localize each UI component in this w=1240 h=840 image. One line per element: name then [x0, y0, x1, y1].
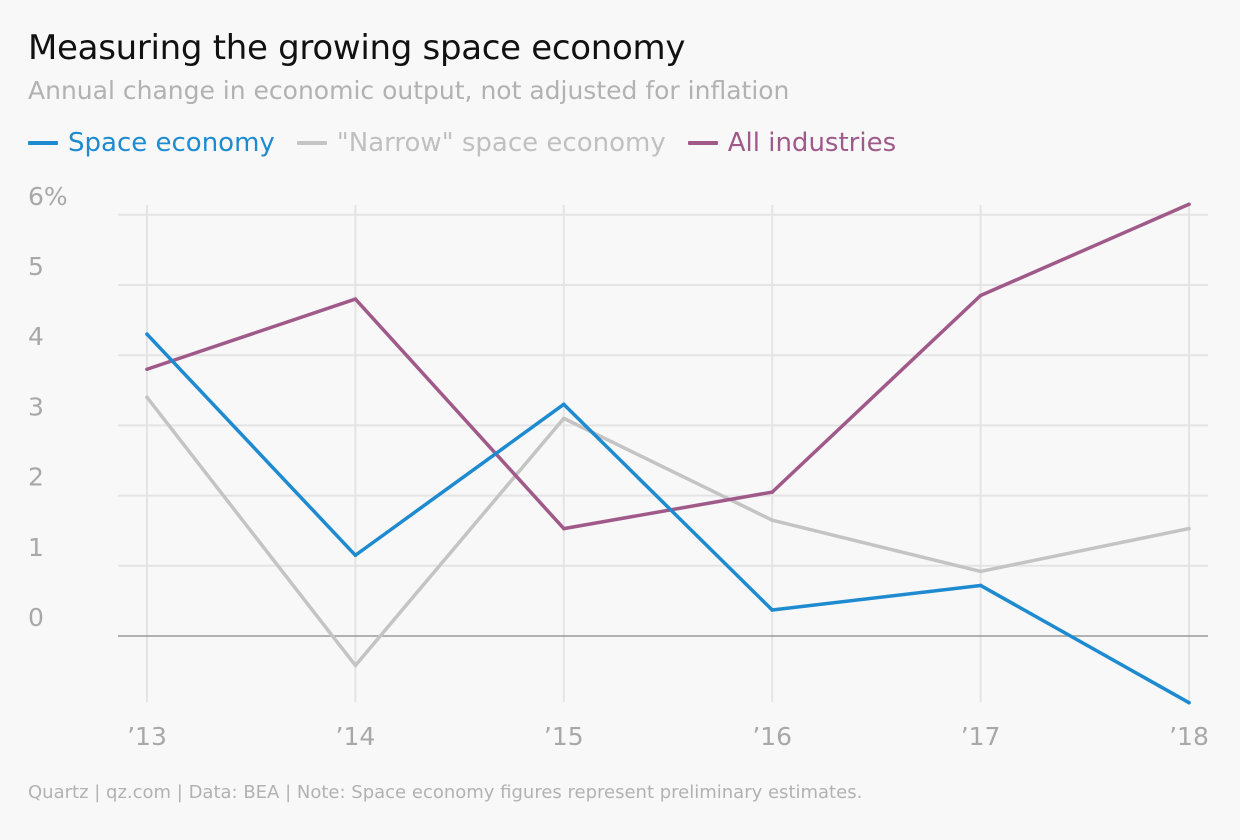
- source-footnote: Quartz | qz.com | Data: BEA | Note: Spac…: [28, 782, 863, 803]
- legend-swatch-all-industries: [687, 141, 718, 145]
- y-tick-label: 1: [28, 533, 44, 562]
- y-tick-label: 0: [28, 603, 44, 632]
- x-tick-label: ’16: [752, 722, 792, 751]
- legend-label-all-industries: All industries: [727, 128, 897, 158]
- data-point-all-industries: [562, 526, 566, 531]
- legend-item-narrow-space-economy: "Narrow" space economy: [296, 128, 666, 158]
- data-point-narrow-space-economy: [1187, 526, 1191, 531]
- x-tick-label: ’17: [961, 722, 1001, 751]
- legend-label-space-economy: Space economy: [68, 128, 275, 158]
- data-point-narrow-space-economy: [562, 416, 566, 421]
- data-point-all-industries: [1187, 202, 1191, 207]
- data-point-space-economy: [770, 608, 774, 612]
- y-tick-label: 4: [28, 322, 44, 351]
- grid-layer: [118, 205, 1208, 702]
- data-point-space-economy: [978, 583, 983, 588]
- data-point-space-economy: [353, 553, 358, 558]
- chart-subtitle: Annual change in economic output, not ad…: [28, 76, 790, 105]
- chart-title: Measuring the growing space economy: [28, 28, 686, 68]
- y-tick-label: 2: [28, 463, 44, 492]
- data-point-all-industries: [770, 490, 774, 494]
- data-point-narrow-space-economy: [353, 663, 358, 668]
- series-line-narrow-space-economy: [145, 395, 1191, 668]
- data-point-all-industries: [145, 367, 149, 372]
- y-tick-label: 5: [28, 252, 44, 281]
- data-point-space-economy: [562, 402, 566, 407]
- data-point-narrow-space-economy: [145, 395, 149, 400]
- data-point-all-industries: [978, 293, 983, 298]
- label-layer: 0 1 2 3 4 5 6% ’13 ’14 ’15 ’16 ’17 ’18: [28, 182, 1209, 751]
- x-tick-label: ’18: [1169, 722, 1209, 751]
- legend-label-narrow-space-economy: "Narrow" space economy: [336, 128, 666, 158]
- legend-item-all-industries: All industries: [687, 128, 897, 158]
- series-layer: [145, 202, 1191, 705]
- x-tick-label: ’15: [544, 722, 584, 751]
- legend-swatch-narrow-space-economy: [296, 141, 327, 145]
- series-line-all-industries: [145, 202, 1191, 531]
- series-line-space-economy: [145, 332, 1191, 705]
- data-point-narrow-space-economy: [770, 518, 774, 522]
- legend-item-space-economy: Space economy: [28, 128, 275, 158]
- x-tick-label: ’14: [336, 722, 376, 751]
- x-tick-label: ’13: [127, 722, 167, 751]
- data-point-space-economy: [145, 332, 149, 336]
- legend-swatch-space-economy: [28, 141, 58, 145]
- data-point-all-industries: [353, 297, 358, 301]
- y-tick-label: 6%: [28, 182, 68, 211]
- data-point-narrow-space-economy: [978, 569, 983, 574]
- y-tick-label: 3: [28, 392, 44, 421]
- legend: Space economy "Narrow" space economy All…: [28, 128, 896, 158]
- data-point-space-economy: [1187, 700, 1191, 705]
